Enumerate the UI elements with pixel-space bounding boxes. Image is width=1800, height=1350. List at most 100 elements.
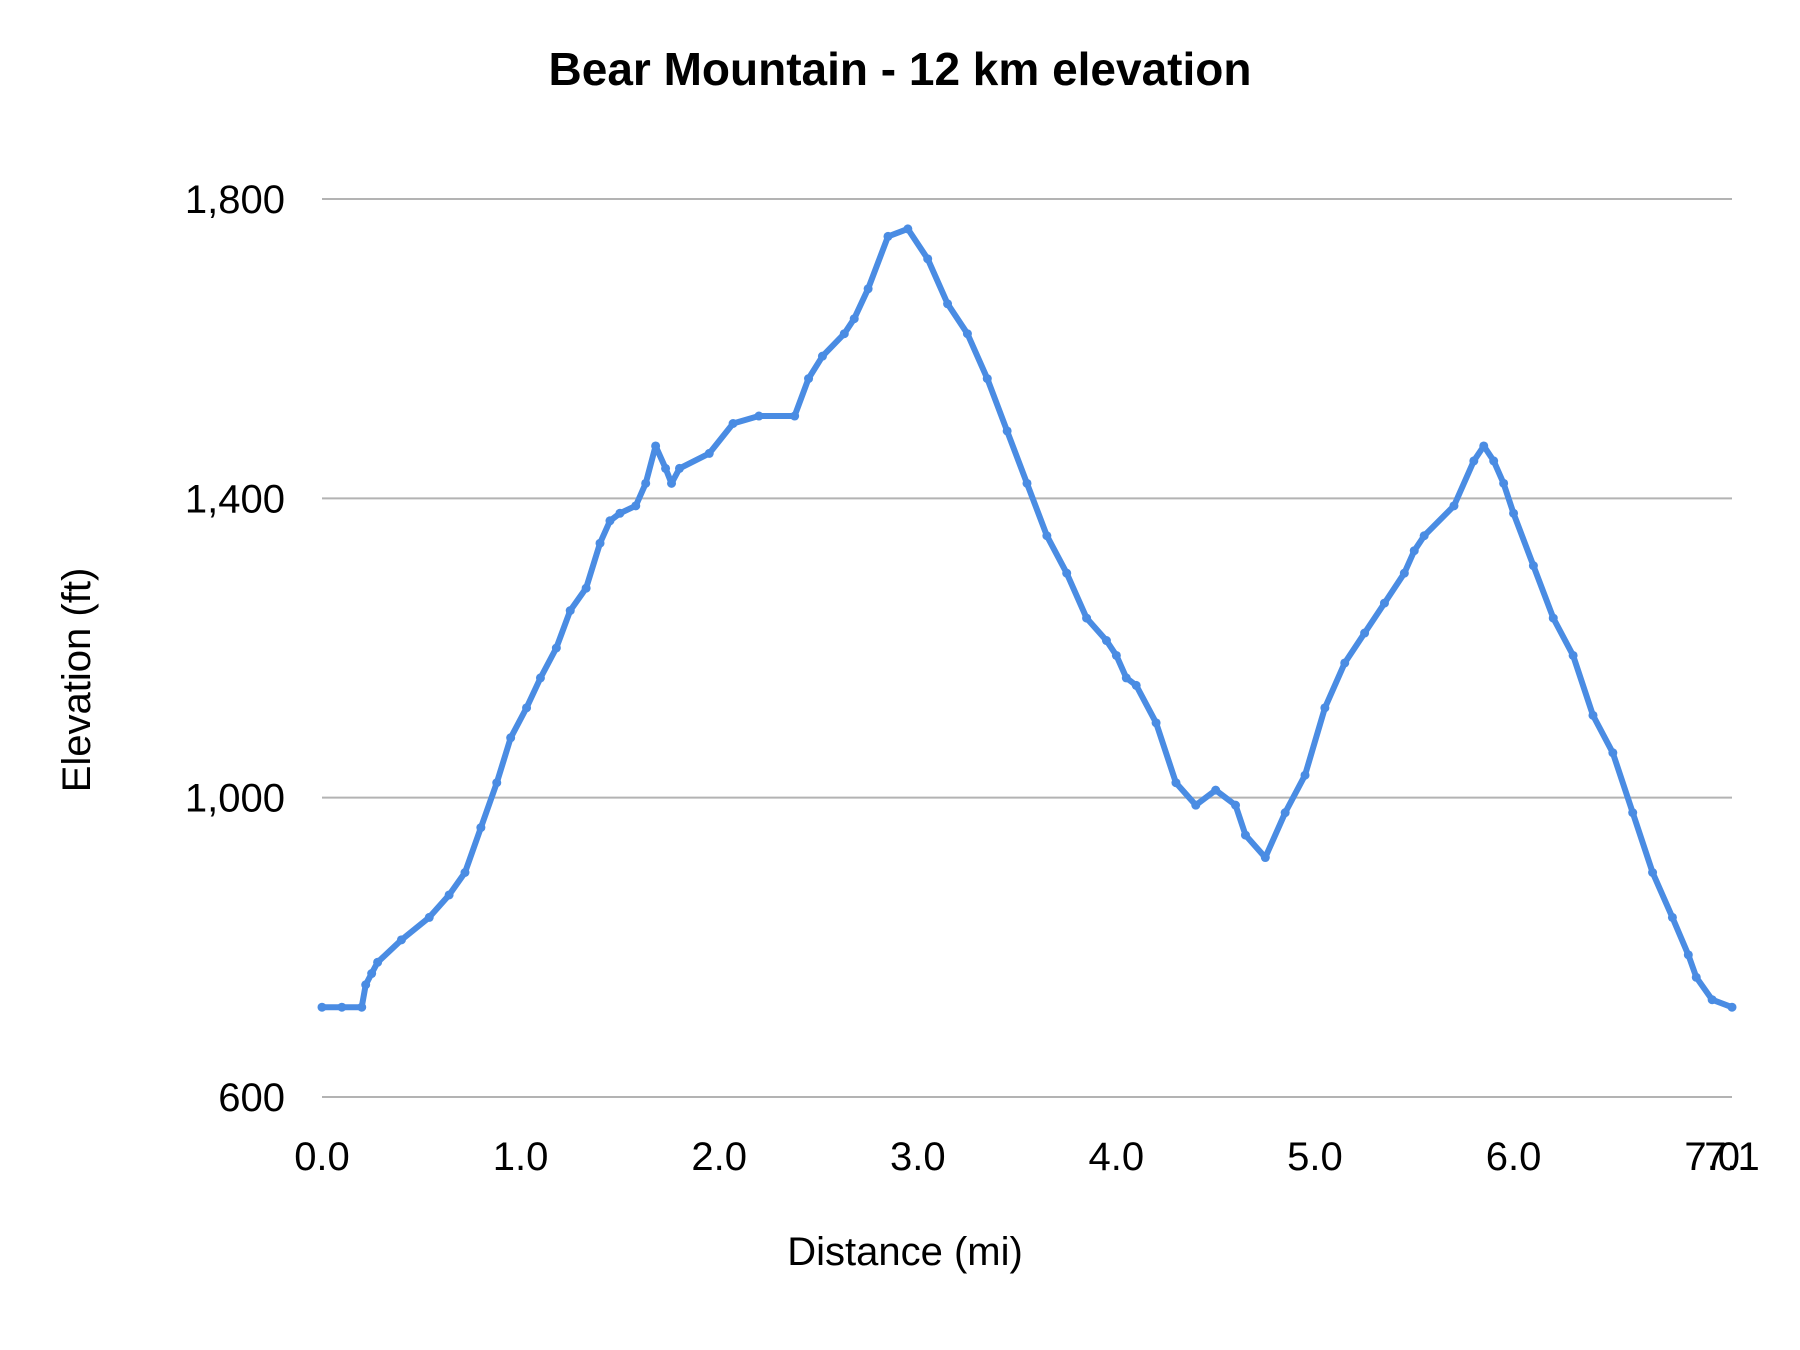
data-point bbox=[522, 703, 532, 713]
data-point bbox=[444, 890, 454, 900]
chart-title: Bear Mountain - 12 km elevation bbox=[548, 43, 1252, 95]
data-point bbox=[1608, 748, 1618, 758]
data-point bbox=[595, 538, 605, 548]
data-point bbox=[1002, 426, 1012, 436]
series-layer bbox=[317, 224, 1737, 1012]
data-point bbox=[1022, 478, 1032, 488]
data-point bbox=[1101, 636, 1111, 646]
data-point bbox=[1240, 830, 1250, 840]
data-point bbox=[863, 284, 873, 294]
data-point bbox=[396, 935, 406, 945]
y-axis-title: Elevation (ft) bbox=[55, 568, 99, 793]
data-point bbox=[1191, 800, 1201, 810]
x-tick-label: 3.0 bbox=[890, 1135, 946, 1179]
data-point bbox=[361, 980, 371, 990]
data-point bbox=[615, 508, 625, 518]
data-point bbox=[1489, 456, 1499, 466]
data-point bbox=[535, 673, 545, 683]
data-point bbox=[373, 957, 383, 967]
x-tick-label: 4.0 bbox=[1089, 1135, 1145, 1179]
data-point bbox=[492, 778, 502, 788]
x-tick-label: 6.0 bbox=[1486, 1135, 1542, 1179]
data-point bbox=[1469, 456, 1479, 466]
data-point bbox=[1707, 995, 1717, 1005]
data-point bbox=[1231, 800, 1241, 810]
data-point bbox=[1727, 1002, 1737, 1012]
data-point bbox=[1320, 703, 1330, 713]
data-point bbox=[1568, 650, 1578, 660]
data-point bbox=[1648, 868, 1658, 877]
data-point bbox=[1683, 950, 1693, 960]
data-point bbox=[551, 643, 561, 653]
x-axis-ticks: 0.0 1.0 2.0 3.0 4.0 5.0 6.0 7.07.1 bbox=[294, 1135, 1760, 1179]
data-point bbox=[1280, 808, 1290, 818]
x-axis-title: Distance (mi) bbox=[787, 1230, 1023, 1274]
data-point bbox=[982, 374, 992, 384]
data-point bbox=[1449, 501, 1459, 511]
data-point bbox=[1419, 531, 1429, 541]
data-point bbox=[754, 411, 764, 421]
y-tick-label: 1,000 bbox=[185, 777, 285, 821]
data-point bbox=[506, 733, 516, 743]
data-point bbox=[424, 912, 434, 922]
data-point bbox=[605, 516, 615, 526]
y-tick-label: 600 bbox=[218, 1076, 285, 1120]
x-tick-label: 7.0 bbox=[1684, 1135, 1740, 1179]
data-point bbox=[1300, 770, 1310, 780]
data-point bbox=[1548, 613, 1558, 623]
x-tick-label: 5.0 bbox=[1287, 1135, 1343, 1179]
data-point bbox=[1121, 673, 1131, 683]
data-point bbox=[1171, 778, 1181, 788]
data-point bbox=[903, 224, 913, 234]
data-point bbox=[1062, 568, 1072, 578]
data-point bbox=[883, 231, 893, 241]
data-point bbox=[849, 314, 859, 324]
data-point bbox=[674, 463, 684, 473]
data-point bbox=[460, 868, 470, 877]
data-point bbox=[1691, 972, 1701, 982]
data-point bbox=[943, 299, 953, 309]
data-point bbox=[1528, 561, 1538, 571]
data-point bbox=[1379, 598, 1389, 608]
data-point bbox=[1151, 718, 1161, 728]
data-point bbox=[1360, 628, 1370, 638]
data-point bbox=[1399, 568, 1409, 578]
data-point bbox=[728, 419, 738, 428]
data-point bbox=[367, 969, 377, 979]
data-point bbox=[581, 583, 591, 593]
data-point bbox=[804, 374, 814, 384]
data-point bbox=[1667, 912, 1677, 922]
data-point bbox=[476, 823, 486, 833]
x-tick-label: 0.0 bbox=[294, 1135, 350, 1179]
data-point bbox=[565, 606, 575, 616]
data-point bbox=[1211, 785, 1221, 795]
data-point bbox=[1509, 508, 1519, 518]
data-point bbox=[357, 1002, 367, 1012]
y-tick-label: 1,800 bbox=[185, 178, 285, 222]
y-tick-label: 1,400 bbox=[185, 477, 285, 521]
data-point bbox=[1260, 853, 1270, 863]
data-point bbox=[1082, 613, 1092, 623]
data-point bbox=[1628, 808, 1638, 818]
y-axis-ticks: 600 1,000 1,400 1,800 bbox=[185, 178, 285, 1120]
data-point bbox=[1042, 531, 1052, 541]
data-point bbox=[317, 1002, 327, 1012]
data-point bbox=[839, 329, 849, 339]
data-point bbox=[337, 1002, 347, 1012]
data-point bbox=[817, 351, 827, 361]
data-point bbox=[704, 448, 714, 458]
elevation-series-line bbox=[319, 225, 1735, 1011]
data-point bbox=[1588, 710, 1598, 720]
x-tick-label: 2.0 bbox=[691, 1135, 747, 1179]
data-point bbox=[962, 329, 972, 339]
data-point bbox=[651, 441, 661, 451]
gridlines bbox=[322, 198, 1732, 1098]
data-point bbox=[641, 478, 651, 488]
data-point bbox=[1340, 658, 1350, 668]
data-point bbox=[1479, 441, 1489, 451]
data-point bbox=[1111, 650, 1121, 660]
data-point bbox=[790, 411, 800, 421]
data-point bbox=[1131, 680, 1141, 690]
data-point bbox=[667, 478, 677, 488]
